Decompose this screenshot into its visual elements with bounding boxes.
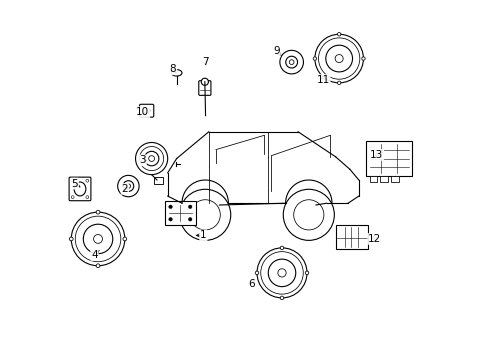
Bar: [154, 177, 163, 184]
Circle shape: [71, 196, 74, 199]
Circle shape: [69, 237, 73, 241]
Circle shape: [289, 60, 293, 64]
Bar: [365, 141, 411, 176]
Circle shape: [361, 57, 365, 60]
Circle shape: [280, 296, 283, 300]
Circle shape: [122, 237, 126, 241]
Circle shape: [96, 264, 100, 267]
Bar: [369, 176, 377, 182]
Circle shape: [168, 217, 172, 221]
Circle shape: [255, 271, 258, 275]
Circle shape: [334, 54, 343, 63]
Text: 2: 2: [122, 184, 128, 194]
Text: 12: 12: [367, 234, 381, 244]
Ellipse shape: [143, 108, 149, 113]
Bar: [380, 176, 387, 182]
Circle shape: [93, 234, 102, 243]
Circle shape: [96, 210, 100, 214]
Text: 4: 4: [91, 250, 98, 260]
Circle shape: [188, 217, 192, 221]
Ellipse shape: [171, 69, 182, 76]
Circle shape: [148, 156, 154, 162]
Circle shape: [86, 179, 88, 182]
Circle shape: [71, 179, 74, 182]
Circle shape: [312, 57, 316, 60]
Circle shape: [280, 246, 283, 249]
Circle shape: [188, 205, 192, 208]
Text: 5: 5: [71, 179, 78, 189]
Text: 8: 8: [169, 64, 176, 74]
Circle shape: [337, 32, 340, 36]
Text: 9: 9: [273, 46, 280, 57]
Bar: [390, 176, 398, 182]
Text: 1: 1: [200, 230, 206, 240]
Bar: [165, 202, 195, 225]
Circle shape: [201, 78, 208, 85]
Circle shape: [126, 184, 130, 188]
Circle shape: [337, 81, 340, 85]
Text: 13: 13: [369, 150, 383, 160]
Circle shape: [277, 269, 285, 277]
Circle shape: [168, 205, 172, 208]
Text: 3: 3: [139, 156, 146, 165]
Text: 6: 6: [248, 279, 254, 289]
Text: 10: 10: [136, 107, 149, 117]
FancyBboxPatch shape: [198, 81, 210, 95]
Bar: [335, 225, 367, 249]
Circle shape: [86, 196, 88, 199]
Text: 7: 7: [202, 57, 208, 67]
Text: 11: 11: [316, 75, 329, 85]
FancyBboxPatch shape: [139, 104, 153, 117]
Circle shape: [305, 271, 308, 275]
